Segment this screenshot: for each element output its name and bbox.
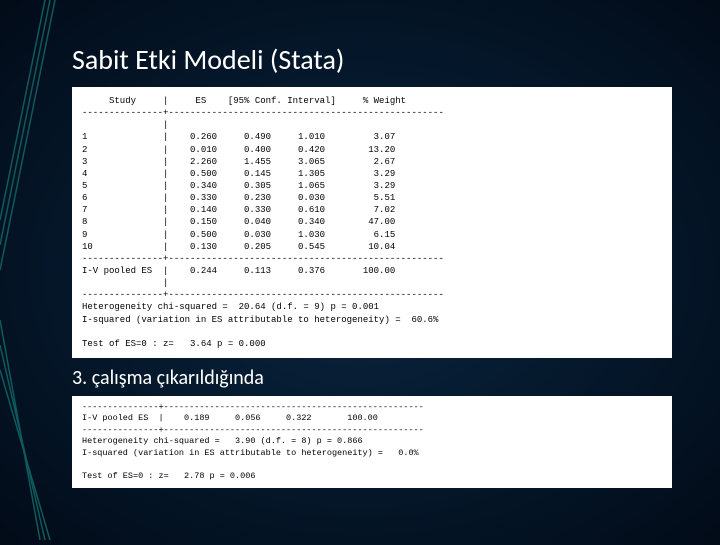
slide-subtitle: 3. çalışma çıkarıldığında [72,366,672,390]
decorative-lines [0,0,60,540]
slide-content: Sabit Etki Modeli (Stata) Study | ES [95… [72,42,672,496]
stata-output-main: Study | ES [95% Conf. Interval] % Weight… [72,87,672,358]
slide-title: Sabit Etki Modeli (Stata) [72,42,672,77]
stata-output-sub: ---------------+------------------------… [72,396,672,488]
